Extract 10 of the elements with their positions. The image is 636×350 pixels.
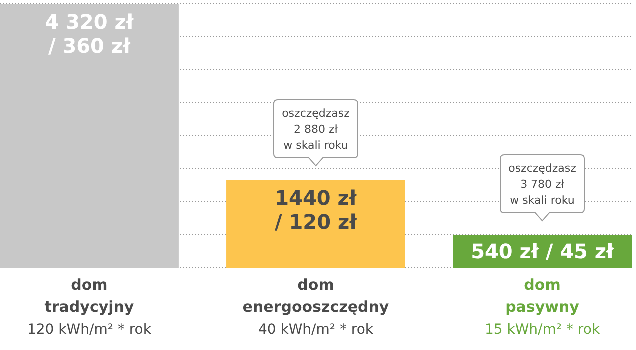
text: 15 kWh/m² * rok	[484, 322, 601, 338]
x-tick-label: dom pasywny	[506, 276, 580, 316]
text: 40 kWh/m² * rok	[258, 322, 374, 338]
annotation: oszczędzasz 2 880 zł w skali roku	[282, 107, 350, 152]
annotation: oszczędzasz 3 780 zł w skali roku	[508, 162, 577, 207]
text: 120 kWh/m² * rok	[27, 322, 152, 338]
x-tick-label: dom energooszczędny	[242, 276, 390, 316]
data-label: 1440 zł / 120 zł	[274, 186, 358, 234]
data-label: 540 zł / 45 zł	[471, 240, 615, 264]
x-tick-label: dom tradycyjny	[44, 276, 134, 316]
